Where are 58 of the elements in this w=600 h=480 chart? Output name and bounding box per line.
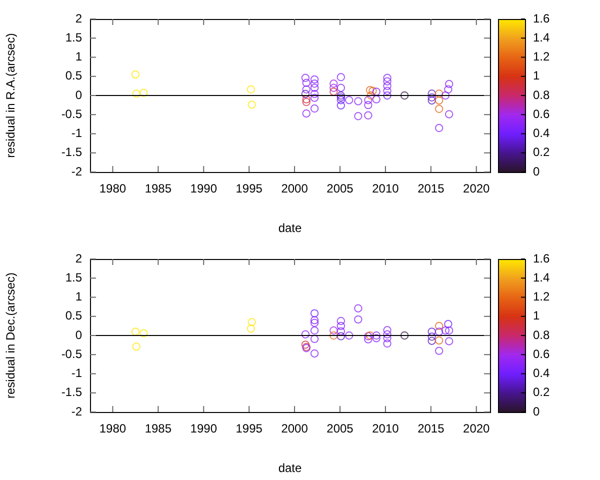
y-tick-label: 0.5	[65, 68, 82, 83]
color-bar-label: 1.6	[533, 251, 550, 266]
x-tick-label: 1985	[144, 422, 172, 436]
y-tick-label: -2	[71, 164, 82, 178]
x-tick-label: 1995	[236, 182, 263, 196]
y-tick-label: 1	[75, 290, 82, 304]
x-tick-label: 1990	[190, 422, 218, 436]
y-tick-label: -1	[71, 366, 82, 380]
x-tick-label: 2020	[463, 182, 490, 196]
x-tick-label: 2000	[281, 422, 308, 436]
x-tick-label: 1980	[99, 182, 126, 196]
y-tick-label: 1	[75, 50, 82, 64]
x-axis-title: date	[278, 221, 302, 236]
y-tick-label: 1.5	[65, 30, 82, 44]
x-tick-label: 2015	[418, 422, 445, 436]
x-tick-label: 2005	[326, 422, 354, 436]
color-bar-label: 0	[533, 404, 540, 418]
y-tick-label: -2	[71, 404, 82, 418]
y-tick-label: -0.5	[61, 106, 82, 121]
y-tick-label: 2	[75, 11, 82, 26]
color-bar-label: 1	[533, 68, 540, 83]
x-tick-label: 2020	[463, 422, 490, 436]
color-bar-label: 0	[533, 164, 540, 178]
color-bar-label: 1.4	[533, 30, 550, 44]
y-axis-title: residual in Dec.(arcsec)	[4, 272, 18, 399]
x-axis-title: date	[278, 461, 302, 476]
color-bar-label: 1.6	[533, 11, 550, 26]
color-bar-label: 0.4	[533, 366, 550, 380]
y-tick-label: 1.5	[65, 270, 82, 284]
y-tick-label: 2	[75, 251, 82, 266]
color-bar-label: 0.6	[533, 346, 550, 361]
x-tick-label: 1990	[190, 182, 218, 196]
x-tick-label: 1995	[236, 422, 263, 436]
x-tick-label: 2005	[326, 182, 354, 196]
y-tick-label: 0.5	[65, 308, 82, 323]
x-tick-label: 1985	[144, 182, 172, 196]
x-tick-label: 1980	[99, 422, 126, 436]
y-axis-title: residual in R.A.(arcsec)	[4, 33, 18, 158]
color-bar-label: 1.2	[533, 50, 550, 64]
color-bar-label: 0.8	[533, 88, 550, 102]
x-tick-label: 2000	[281, 182, 308, 196]
x-tick-label: 2015	[418, 182, 445, 196]
y-tick-label: -1	[71, 126, 82, 140]
y-tick-label: -1.5	[61, 145, 82, 160]
y-tick-label: -0.5	[61, 346, 82, 361]
color-bar-label: 1	[533, 308, 540, 323]
y-tick-label: 0	[75, 328, 82, 342]
x-tick-label: 2010	[372, 182, 400, 196]
color-bar-label: 0.2	[533, 385, 550, 400]
color-bar-label: 0.4	[533, 126, 550, 140]
color-bar-label: 0.6	[533, 106, 550, 121]
color-bar-label: 0.2	[533, 145, 550, 160]
x-tick-label: 2010	[372, 422, 400, 436]
color-bar-label: 1.2	[533, 290, 550, 304]
y-tick-label: 0	[75, 88, 82, 102]
y-tick-label: -1.5	[61, 385, 82, 400]
color-bar-label: 0.8	[533, 328, 550, 342]
color-bar-label: 1.4	[533, 270, 550, 284]
